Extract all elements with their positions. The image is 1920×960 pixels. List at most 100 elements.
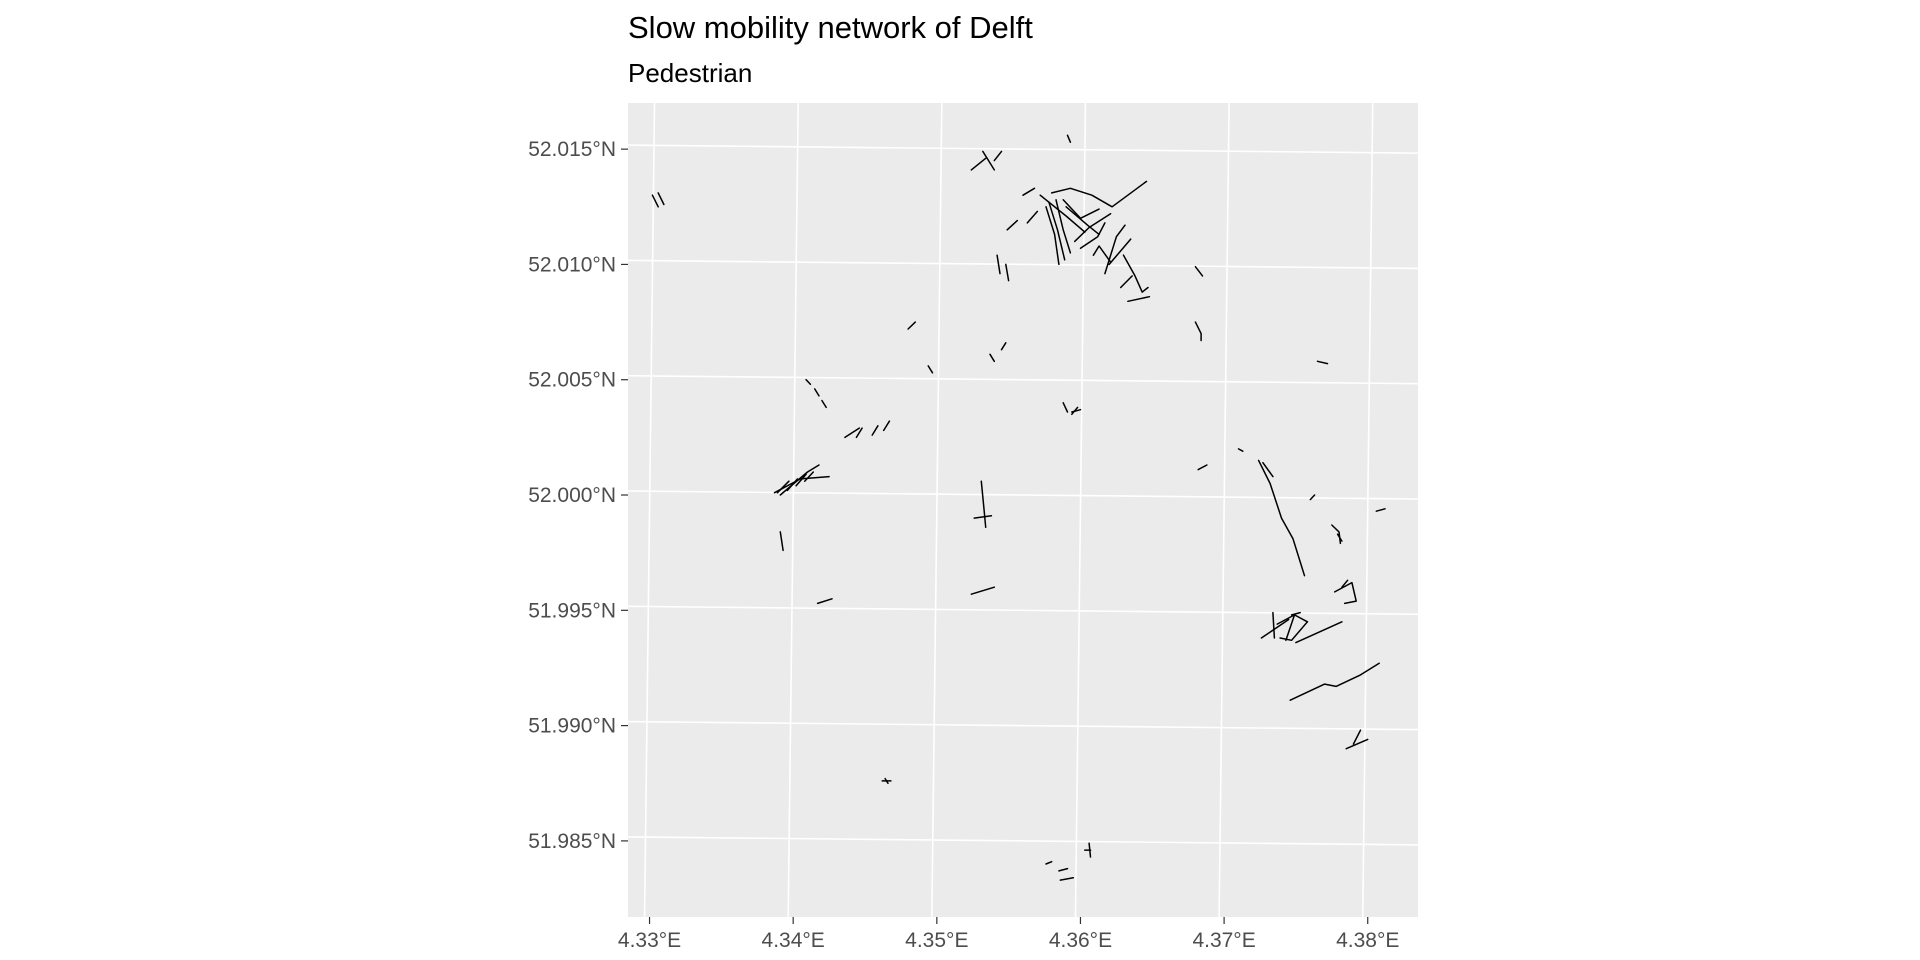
footpath-segment (1331, 524, 1342, 545)
footpath-segment (813, 388, 820, 397)
footpath-segment (651, 194, 659, 208)
footpath-segment (1285, 614, 1296, 642)
meridian-gridline (1361, 102, 1374, 918)
footpath-segment (1059, 877, 1075, 881)
footpath-segment (1058, 867, 1069, 872)
footpath-segment (907, 321, 917, 330)
footpath-segment (982, 150, 996, 171)
footpath-segment (1257, 459, 1306, 577)
footpath-segment (779, 531, 784, 552)
footpath-segment (786, 478, 799, 492)
y-tick-label: 51.985°N (528, 830, 616, 853)
footpath-segment (805, 378, 812, 386)
footpath-segment (1022, 187, 1036, 196)
footpath-segment (927, 365, 934, 374)
y-tick-label: 52.010°N (528, 253, 616, 276)
map-panel (628, 103, 1418, 917)
footpath-segment (844, 427, 861, 439)
footpath-segment (980, 480, 987, 529)
footpath-segment (1352, 729, 1362, 745)
footpath-segment (1071, 406, 1079, 416)
footpath-segment (882, 420, 891, 432)
meridian-gridline (643, 102, 656, 918)
footpath-segment (1026, 210, 1039, 224)
footpath-segment (1000, 342, 1007, 351)
footpath-segment (1341, 579, 1349, 588)
graticule (627, 102, 1419, 918)
footpath-segment (816, 598, 833, 605)
meridian-gridline (1074, 102, 1087, 918)
footpath-segment (1237, 448, 1244, 452)
footpath-segment (1108, 238, 1132, 266)
meridian-gridline (931, 102, 943, 918)
parallel-gridline (627, 259, 1419, 270)
footpath-segment (1065, 206, 1100, 236)
meridian-gridline (787, 102, 799, 918)
axes: 52.015°N 52.010°N 52.005°N 52.000°N 51.995°N… (528, 138, 1399, 952)
footpath-segment (1048, 201, 1066, 261)
parallel-gridline (627, 836, 1419, 846)
meridian-gridline (1218, 102, 1230, 918)
footpath-segment (871, 425, 879, 436)
footpath-segment (1375, 508, 1386, 512)
y-tick-label: 52.005°N (528, 369, 616, 392)
footpath-segment (1279, 621, 1309, 642)
footpath-segment (803, 471, 815, 482)
footpath-segment (1194, 265, 1204, 277)
footpath-segment (1272, 611, 1276, 639)
footpath-segment (1006, 219, 1019, 231)
parallel-gridline (627, 374, 1419, 385)
footpath-segment (1295, 621, 1343, 644)
footpath-segment (1194, 321, 1202, 342)
footpath-segment (795, 473, 807, 487)
x-tick-label: 4.37°E (1192, 929, 1255, 952)
x-tick-label: 4.33°E (618, 929, 681, 952)
footpath-segment (1062, 402, 1069, 413)
footpath-segment (1066, 134, 1072, 143)
y-tick-label: 51.990°N (528, 715, 616, 738)
footpath-segment (993, 150, 1003, 162)
parallel-gridline (627, 144, 1419, 154)
footpath-segment (884, 777, 889, 785)
footpath-segment (1005, 263, 1010, 282)
footpath-segment (996, 254, 1001, 275)
footpath-segment (1045, 860, 1053, 865)
footpath-segment (1127, 295, 1151, 303)
footpath-segment (973, 515, 993, 519)
parallel-gridline (627, 720, 1419, 731)
footpath-segment (970, 157, 987, 171)
footpath-segment (1073, 212, 1112, 243)
footpath-segment (1055, 199, 1072, 254)
footpath-segment (1333, 581, 1357, 605)
footpath-segment (1336, 533, 1343, 542)
footpath-segment (1345, 738, 1369, 750)
footpath-segment (1050, 180, 1148, 208)
footpath-segment (1079, 222, 1106, 250)
y-tick-label: 52.000°N (528, 484, 616, 507)
footpath-segment (657, 192, 665, 206)
y-tick-label: 52.015°N (528, 138, 616, 161)
x-tick-label: 4.35°E (905, 929, 968, 952)
footpath-segment (1092, 245, 1112, 263)
footpath-segment (970, 586, 996, 595)
footpath-segment (1289, 662, 1380, 701)
footpath-segment (1290, 611, 1301, 616)
map-title: Slow mobility network of Delft (628, 10, 1033, 45)
footpath-segment (1122, 254, 1149, 293)
footpath-segment (1260, 618, 1290, 639)
footpath-segment (989, 353, 996, 363)
pedestrian-network (651, 134, 1386, 881)
footpath-segment (776, 480, 790, 494)
parallel-gridline (627, 605, 1419, 616)
parallel-gridline (627, 490, 1419, 500)
x-tick-label: 4.34°E (762, 929, 825, 952)
footpath-segment (1262, 461, 1274, 478)
x-tick-label: 4.38°E (1336, 929, 1399, 952)
footpath-segment (1197, 464, 1208, 471)
footpath-segment (1104, 224, 1126, 275)
footpath-segment (1316, 360, 1329, 365)
x-tick-label: 4.36°E (1049, 929, 1112, 952)
footpath-segment (1309, 494, 1316, 501)
map-subtitle: Pedestrian (628, 58, 753, 88)
